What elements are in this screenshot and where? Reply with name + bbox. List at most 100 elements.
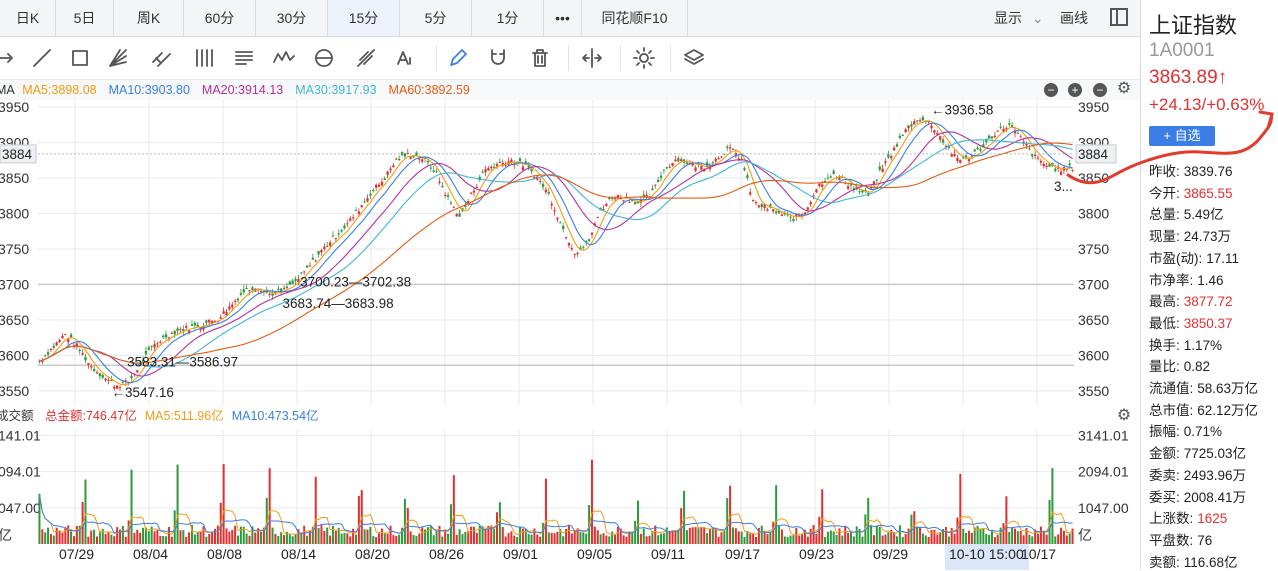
candle-body [1010, 125, 1014, 127]
tab-period-4[interactable]: 30分 [256, 0, 328, 36]
candle-body [547, 192, 550, 194]
vol-tick-label-right: 3141.01 [1078, 427, 1129, 443]
y-tick-label-right: 3600 [1078, 347, 1109, 363]
volume-bar [311, 526, 314, 544]
volume-bar [484, 529, 487, 544]
tab-period-8[interactable]: ••• [544, 0, 582, 36]
volume-bar [323, 530, 326, 544]
zoom-out-icon[interactable]: − [1044, 83, 1058, 97]
chart-settings-icon[interactable]: ⚙ [1116, 80, 1132, 97]
volume-bar [942, 529, 945, 544]
candle-body [737, 158, 740, 160]
volume-bar [389, 525, 392, 544]
volume-bar [910, 514, 913, 544]
candle-body [832, 170, 835, 174]
magnet-icon[interactable] [486, 46, 510, 70]
volume-ma-line [38, 493, 1073, 535]
layers-icon[interactable] [682, 46, 706, 70]
cycle-icon[interactable] [312, 46, 336, 70]
volume-chart[interactable]: 047.00 1047.00 094.01 2094.01 141.01 3141.01 亿… [0, 426, 1140, 544]
text-icon[interactable] [394, 46, 418, 70]
tab-period-3[interactable]: 60分 [184, 0, 256, 36]
display-menu-button[interactable]: 显示 ⌄ [994, 0, 1044, 36]
volume-bar [875, 525, 878, 544]
tab-period-9[interactable]: 同花顺F10 [582, 0, 688, 36]
candle-body [769, 204, 772, 208]
candle-body [144, 350, 148, 355]
quote-stat-label: 平盘数: [1149, 532, 1194, 548]
parallel-icon[interactable] [192, 46, 216, 70]
tab-period-2[interactable]: 周K [114, 0, 184, 36]
x-tick-label: 08/04 [133, 546, 168, 562]
minimize-icon[interactable]: − [1093, 83, 1107, 97]
candle-body [239, 293, 243, 295]
volume-bar [429, 526, 432, 544]
candle-body [613, 198, 617, 200]
quote-stat-label: 现量: [1149, 229, 1180, 245]
volume-bar [432, 535, 435, 544]
arrow-icon[interactable] [0, 46, 18, 70]
measure-icon[interactable] [232, 46, 256, 70]
volume-bar [239, 526, 242, 544]
candle-body [331, 235, 335, 237]
candle-body [685, 162, 689, 164]
ma-line [39, 139, 1073, 368]
volume-settings-icon[interactable]: ⚙ [1116, 407, 1132, 424]
volume-bar [933, 529, 936, 544]
volume-bar [510, 531, 513, 544]
candle-body [746, 175, 749, 179]
add-watchlist-button[interactable]: + 自选 [1149, 126, 1215, 146]
quote-stat-label: 昨收: [1149, 164, 1180, 179]
volume-bar [314, 476, 317, 544]
pen-icon[interactable] [446, 46, 470, 70]
candle-body [990, 136, 994, 139]
ma-line [39, 131, 1073, 377]
tab-period-1[interactable]: 5日 [56, 0, 114, 36]
trash-icon[interactable] [528, 46, 552, 70]
candle-body [711, 162, 714, 164]
quote-stat: 总市值: 62.12万亿 [1149, 399, 1258, 419]
tab-period-6[interactable]: 5分 [400, 0, 472, 36]
candle-body [213, 320, 217, 322]
quote-stat: 市净率: 1.46 [1149, 269, 1224, 289]
volume-bar [990, 529, 993, 544]
split-icon[interactable] [580, 46, 604, 70]
candle-body [987, 135, 991, 139]
volume-bar [939, 532, 942, 544]
sidebar-toggle-icon[interactable] [1110, 8, 1128, 26]
volume-bar [251, 526, 254, 544]
candle-body [67, 339, 70, 343]
volume-bar [766, 534, 769, 544]
wave-icon[interactable] [272, 46, 296, 70]
rect-icon[interactable] [68, 46, 92, 70]
volume-bar [1016, 531, 1019, 544]
candle-body [1033, 154, 1037, 156]
candle-body [579, 247, 582, 250]
volume-bar [248, 535, 251, 544]
current-price-tag-left-text: 3884 [2, 147, 33, 162]
candle-body [369, 193, 372, 196]
zoom-in-icon[interactable]: + [1068, 83, 1082, 97]
candle-body [950, 154, 953, 157]
settings-icon[interactable] [632, 46, 656, 70]
volume-bar [746, 530, 749, 544]
volume-bar [953, 533, 956, 544]
channel-icon[interactable] [150, 46, 174, 70]
tab-period-0[interactable]: 日K [0, 0, 56, 36]
fib-icon[interactable] [354, 46, 378, 70]
tab-period-7[interactable]: 1分 [472, 0, 544, 36]
line-icon[interactable] [30, 46, 54, 70]
candle-body [490, 166, 493, 169]
volume-bar [202, 526, 205, 544]
tab-period-5[interactable]: 15分 [328, 0, 400, 36]
candle-body [409, 156, 412, 159]
candle-body [185, 326, 188, 328]
volume-bar [625, 536, 628, 544]
volume-bar [590, 459, 593, 544]
volume-bar [849, 532, 852, 544]
draw-line-button[interactable]: 画线 [1060, 0, 1088, 36]
quote-stat-value: 3850.37 [1183, 315, 1233, 331]
volume-bar [1042, 530, 1045, 544]
price-chart[interactable]: 3550 3550 3600 3600 3650 3650 3700 3700 3750 3750… [0, 100, 1140, 405]
fan-icon[interactable] [106, 46, 130, 70]
